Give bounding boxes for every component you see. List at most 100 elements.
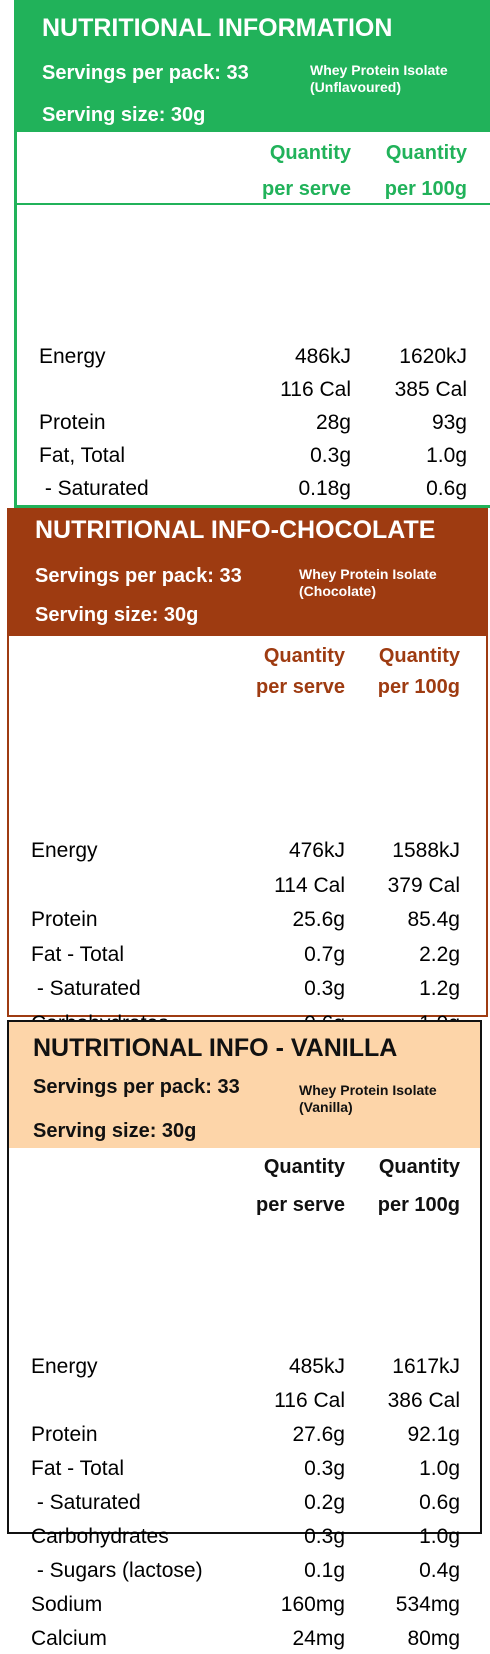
- nutrient-name: Fat - Total: [31, 1457, 124, 1480]
- panel-header: NUTRITIONAL INFO - VANILLA Servings per …: [9, 1022, 480, 1148]
- col-header-per-serve-line1: Quantity: [269, 142, 351, 164]
- value-per-100g: 379 Cal: [387, 873, 460, 897]
- value-per-serve: 0.2g: [304, 1491, 345, 1514]
- nutrient-name: - Saturated: [31, 977, 141, 1000]
- nutrient-name: Carbohydrates: [31, 1525, 169, 1548]
- product-name: Whey Protein Isolate (Unflavoured): [310, 62, 448, 96]
- nutrient-name: - Sugars (lactose): [31, 1559, 203, 1582]
- col-header-per-100g-line1: Quantity: [378, 645, 460, 667]
- value-per-serve: 116 Cal: [274, 1389, 345, 1412]
- product-name-line: Whey Protein Isolate: [299, 566, 437, 582]
- col-header-per-100g-line2: per 100g: [377, 1194, 460, 1216]
- nutrient-name: - Saturated: [39, 477, 149, 500]
- nutrient-name: Sodium: [31, 1593, 103, 1616]
- value-per-serve: 0.3g: [304, 1457, 345, 1480]
- header-divider: [17, 203, 490, 205]
- nutrient-name: Protein: [39, 411, 106, 434]
- value-per-100g: 2.2g: [419, 942, 460, 966]
- product-variant: (Chocolate): [299, 583, 376, 599]
- nutrient-name: Energy: [31, 1355, 98, 1378]
- nutrition-panel-vanilla: NUTRITIONAL INFO - VANILLA Servings per …: [7, 1020, 482, 1650]
- value-per-serve: 28g: [315, 411, 351, 434]
- value-per-serve: 24mg: [292, 1627, 345, 1650]
- table-row: Protein 27.6g 92.1g: [9, 1420, 480, 1450]
- value-per-serve: 0.3g: [304, 1525, 345, 1548]
- col-header-per-100g-line2: per 100g: [384, 178, 467, 200]
- value-per-100g: 93g: [431, 411, 467, 434]
- value-per-serve: 160mg: [280, 1593, 345, 1616]
- value-per-serve: 0.1g: [304, 1559, 345, 1582]
- col-header-per-serve-line2: per serve: [256, 1194, 345, 1216]
- value-per-100g: 0.6g: [419, 1491, 460, 1514]
- serving-size: Serving size: 30g: [42, 104, 206, 126]
- servings-per-pack: Servings per pack: 33: [35, 565, 242, 587]
- table-row: Carbohydrates 0.3g 1.0g: [9, 1522, 480, 1552]
- panel-title: NUTRITIONAL INFORMATION: [42, 14, 393, 42]
- nutrient-name: Protein: [31, 1423, 98, 1446]
- value-per-serve: 0.3g: [310, 444, 351, 467]
- value-per-serve: 476kJ: [288, 839, 345, 862]
- value-per-100g: 385 Cal: [394, 378, 467, 401]
- value-per-serve: 25.6g: [292, 908, 345, 931]
- value-per-100g: 92.1g: [407, 1423, 460, 1446]
- table-row: Fat - Total 0.7g 2.2g: [9, 940, 486, 970]
- nutrient-name: - Saturated: [31, 1491, 141, 1514]
- col-header-per-serve-line2: per serve: [256, 676, 345, 698]
- value-per-serve: 114 Cal: [274, 873, 345, 897]
- value-per-serve: 116 Cal: [280, 378, 351, 401]
- table-row: Sodium 160mg 534mg: [9, 1590, 480, 1620]
- col-header-per-serve-line1: Quantity: [263, 645, 345, 667]
- nutrient-name: Fat, Total: [39, 444, 125, 467]
- col-header-per-100g-line1: Quantity: [385, 142, 467, 164]
- value-per-100g: 386 Cal: [387, 1389, 460, 1412]
- product-name: Whey Protein Isolate (Vanilla): [299, 1082, 437, 1116]
- product-name-line: Whey Protein Isolate: [299, 1082, 437, 1098]
- value-per-100g: 85.4g: [407, 908, 460, 931]
- value-per-serve: 486kJ: [294, 345, 351, 368]
- table-row: - Saturated 0.18g 0.6g: [17, 474, 490, 504]
- table-row: Fat - Total 0.3g 1.0g: [9, 1454, 480, 1484]
- product-variant: (Unflavoured): [310, 79, 401, 95]
- table-row: 116 Cal 385 Cal: [17, 375, 490, 405]
- nutrient-name: Calcium: [31, 1627, 107, 1650]
- panel-header: NUTRITIONAL INFORMATION Servings per pac…: [14, 0, 490, 132]
- value-per-100g: 1.0g: [419, 1457, 460, 1480]
- value-per-100g: 1.2g: [419, 977, 460, 1000]
- table-row: - Saturated 0.2g 0.6g: [9, 1488, 480, 1518]
- table-row: Calcium 24mg 80mg: [9, 1624, 480, 1654]
- nutrient-name: Protein: [31, 908, 98, 931]
- table-row: Protein 28g 93g: [17, 408, 490, 438]
- value-per-serve: 0.18g: [298, 477, 351, 500]
- table-row: Energy 485kJ 1617kJ: [9, 1352, 480, 1382]
- table-row: - Saturated 0.3g 1.2g: [9, 974, 486, 1004]
- value-per-100g: 1617kJ: [392, 1355, 460, 1378]
- value-per-100g: 1620kJ: [399, 345, 467, 368]
- col-header-per-serve-line1: Quantity: [263, 1156, 345, 1178]
- panel-title: NUTRITIONAL INFO-CHOCOLATE: [35, 516, 436, 544]
- nutrient-name: Fat - Total: [31, 942, 124, 966]
- product-variant: (Vanilla): [299, 1099, 353, 1115]
- col-header-per-100g-line2: per 100g: [377, 676, 460, 698]
- value-per-serve: 27.6g: [292, 1423, 345, 1446]
- servings-per-pack: Servings per pack: 33: [33, 1076, 240, 1098]
- value-per-serve: 485kJ: [288, 1355, 345, 1378]
- value-per-serve: 0.3g: [304, 977, 345, 1000]
- nutrient-name: Energy: [31, 839, 98, 862]
- table-row: - Sugars (lactose) 0.1g 0.4g: [9, 1556, 480, 1586]
- panel-title: NUTRITIONAL INFO - VANILLA: [33, 1034, 398, 1062]
- serving-size: Serving size: 30g: [33, 1120, 197, 1142]
- panel-header: NUTRITIONAL INFO-CHOCOLATE Servings per …: [7, 508, 488, 636]
- value-per-100g: 534mg: [395, 1593, 460, 1616]
- value-per-100g: 0.6g: [426, 477, 467, 500]
- value-per-100g: 1.0g: [426, 444, 467, 467]
- table-row: 116 Cal 386 Cal: [9, 1386, 480, 1416]
- nutrition-panel-chocolate: NUTRITIONAL INFO-CHOCOLATE Servings per …: [7, 508, 488, 1138]
- nutrition-panel-unflavoured: NUTRITIONAL INFORMATION Servings per pac…: [14, 0, 490, 632]
- table-row: Protein 25.6g 85.4g: [9, 905, 486, 935]
- servings-per-pack: Servings per pack: 33: [42, 62, 249, 84]
- serving-size: Serving size: 30g: [35, 604, 199, 626]
- table-row: Energy 476kJ 1588kJ: [9, 836, 486, 866]
- table-row: 114 Cal 379 Cal: [9, 871, 486, 901]
- value-per-serve: 0.7g: [304, 942, 345, 966]
- table-row: Fat, Total 0.3g 1.0g: [17, 441, 490, 471]
